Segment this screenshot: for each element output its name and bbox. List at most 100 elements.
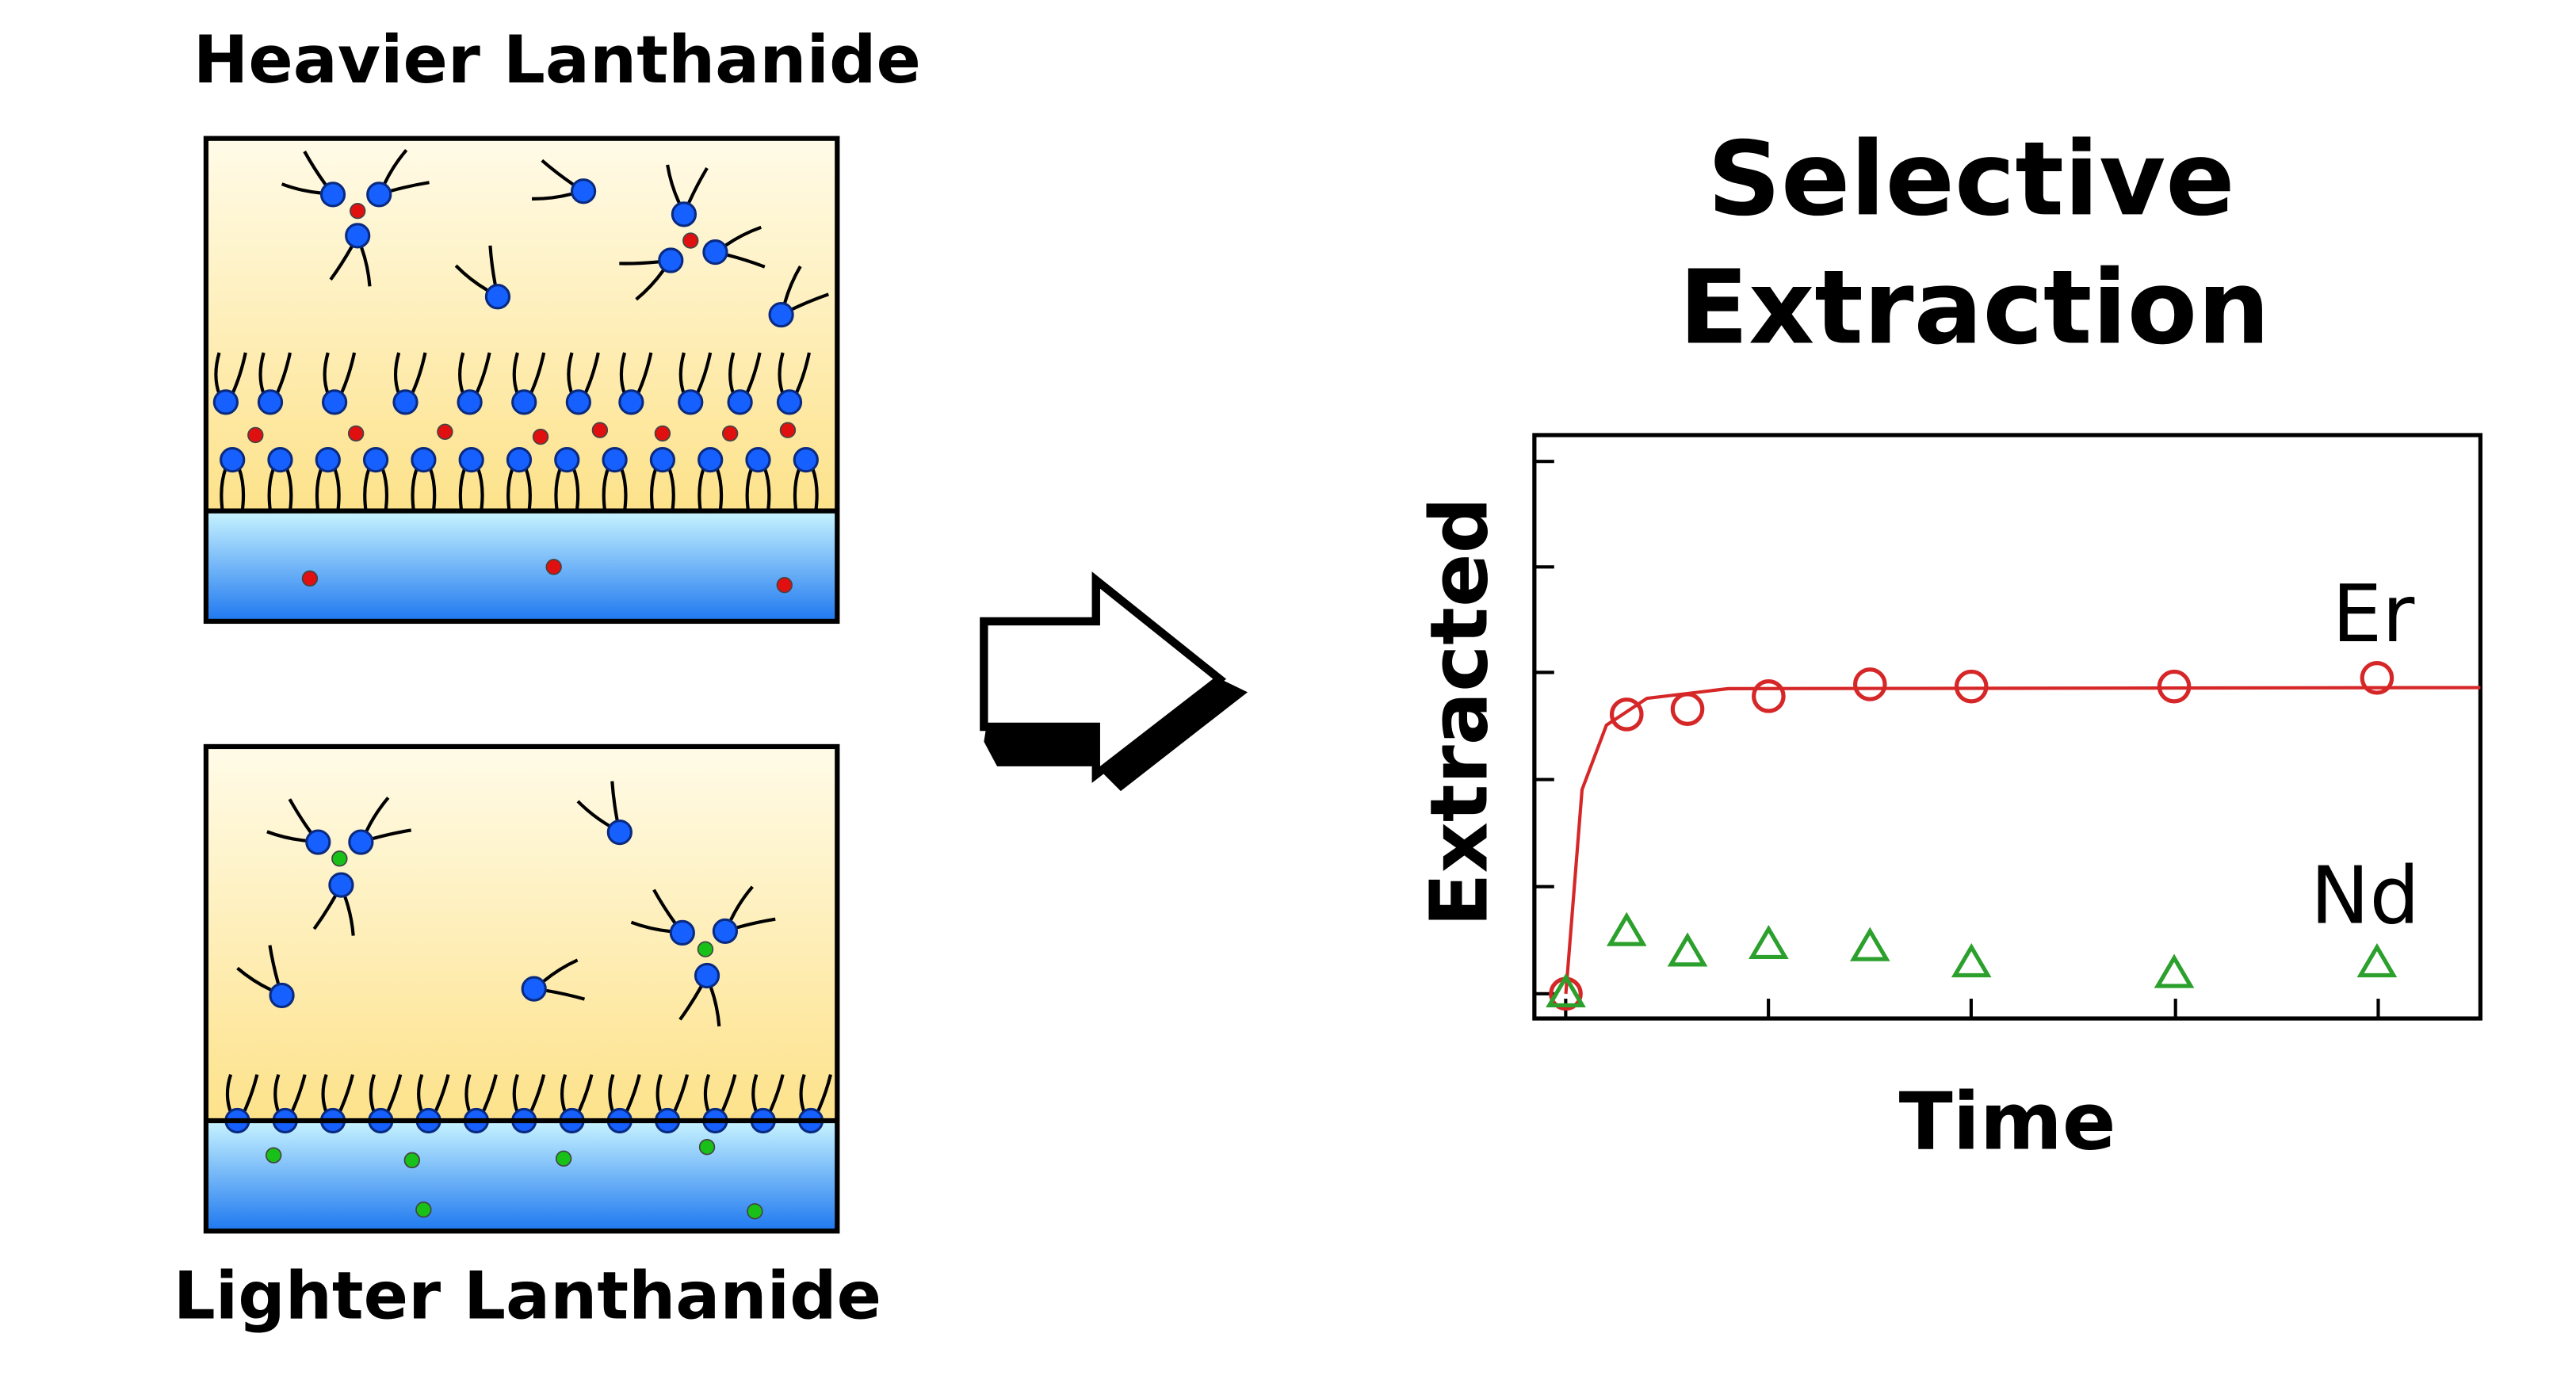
tail <box>554 467 562 511</box>
tail <box>635 269 665 301</box>
tail <box>225 1074 233 1114</box>
tail <box>576 1074 594 1114</box>
head <box>362 447 389 473</box>
tail <box>333 467 341 511</box>
tail <box>695 352 713 395</box>
tail <box>458 467 467 511</box>
tail <box>602 467 610 511</box>
tail <box>315 467 323 511</box>
tail <box>258 352 266 395</box>
tail <box>729 885 754 921</box>
tail <box>567 352 574 395</box>
tail <box>649 467 658 511</box>
tail <box>541 159 575 186</box>
tail <box>652 888 677 924</box>
tail <box>242 1074 259 1114</box>
head <box>565 389 591 415</box>
tail <box>762 467 771 511</box>
head <box>319 181 346 208</box>
head <box>606 819 633 846</box>
fit-line <box>1564 686 2481 995</box>
point <box>2157 669 2192 704</box>
title-line: Selective <box>1707 120 2235 239</box>
tail <box>783 265 802 304</box>
point <box>1951 942 1992 978</box>
ion <box>545 559 562 575</box>
box <box>203 136 840 625</box>
schematic <box>203 136 1248 1234</box>
tail <box>231 352 247 395</box>
tail <box>532 192 572 201</box>
ion <box>532 428 549 445</box>
ion <box>301 570 319 587</box>
tail <box>411 467 419 511</box>
tail <box>512 352 519 395</box>
tail <box>794 352 811 395</box>
ion <box>247 426 264 444</box>
point <box>1667 932 1708 967</box>
tail <box>343 896 355 936</box>
schematic-outlines <box>203 136 1248 1234</box>
tail <box>383 149 408 185</box>
point <box>2360 661 2394 695</box>
head <box>602 447 628 473</box>
tail <box>715 467 724 511</box>
head <box>702 239 728 266</box>
tail <box>745 352 762 395</box>
organic-phase <box>205 746 838 1121</box>
head <box>366 181 392 208</box>
tail <box>506 467 514 511</box>
tail <box>720 1074 737 1114</box>
tail <box>529 352 546 395</box>
tail <box>583 352 600 395</box>
point <box>1954 669 1989 704</box>
tail <box>464 1074 472 1114</box>
chart: Time Extracted Er Nd <box>1413 433 2482 1167</box>
tail <box>323 352 330 395</box>
point <box>2356 942 2398 978</box>
head <box>570 178 597 204</box>
tail <box>608 1074 615 1114</box>
tail <box>273 1074 281 1114</box>
box-label: Heavier Lanthanide <box>193 21 921 98</box>
head <box>618 389 644 415</box>
point <box>1606 911 1647 946</box>
tail <box>393 352 401 395</box>
head <box>257 389 284 415</box>
tail <box>728 352 736 395</box>
tail <box>338 1074 354 1114</box>
head <box>511 389 537 415</box>
head <box>745 447 771 473</box>
head <box>212 389 239 415</box>
head <box>328 872 354 898</box>
head <box>649 447 676 473</box>
box <box>203 743 840 1234</box>
ion <box>331 850 348 867</box>
ion <box>779 422 797 438</box>
ion <box>403 1152 421 1169</box>
tail <box>619 352 627 395</box>
head <box>768 302 794 328</box>
tail <box>266 830 306 843</box>
head <box>458 447 484 473</box>
tail <box>636 352 653 395</box>
head <box>727 389 753 415</box>
tail <box>363 467 371 511</box>
head <box>554 447 580 473</box>
tail <box>672 1074 690 1114</box>
point <box>1609 697 1644 732</box>
tail <box>417 1074 424 1114</box>
title-line: Extraction <box>1679 249 2270 368</box>
tail <box>811 467 819 511</box>
tail <box>214 352 221 395</box>
tail <box>476 467 484 511</box>
tail <box>724 225 762 247</box>
head <box>694 962 720 989</box>
tail <box>619 260 659 266</box>
tail <box>303 151 327 185</box>
tail <box>481 1074 498 1114</box>
point <box>1849 927 1890 961</box>
tail <box>321 1074 328 1114</box>
tail <box>630 920 671 934</box>
tail <box>454 264 488 292</box>
